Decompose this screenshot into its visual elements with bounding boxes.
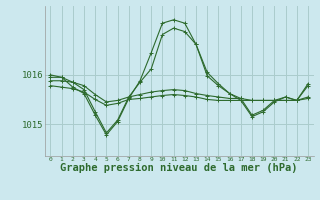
X-axis label: Graphe pression niveau de la mer (hPa): Graphe pression niveau de la mer (hPa) xyxy=(60,163,298,173)
